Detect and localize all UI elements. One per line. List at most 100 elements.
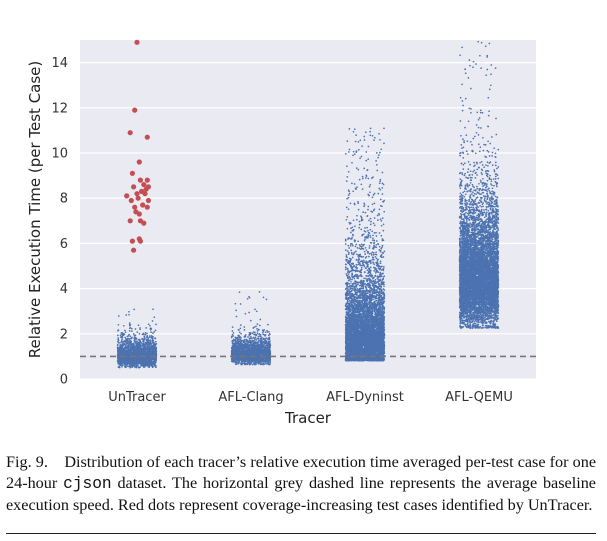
data-point bbox=[237, 345, 239, 347]
data-point bbox=[237, 362, 240, 365]
data-point bbox=[137, 342, 139, 344]
data-point bbox=[121, 332, 124, 334]
data-point bbox=[266, 357, 269, 360]
data-point bbox=[139, 345, 141, 347]
data-point bbox=[155, 350, 158, 353]
data-point bbox=[149, 328, 152, 331]
data-point bbox=[154, 361, 157, 364]
data-point bbox=[155, 340, 157, 343]
data-point bbox=[126, 346, 128, 349]
data-point bbox=[258, 347, 260, 350]
data-point bbox=[135, 338, 137, 340]
data-point bbox=[381, 244, 384, 247]
data-point bbox=[141, 338, 144, 340]
data-point bbox=[249, 349, 252, 352]
data-point bbox=[123, 352, 126, 355]
data-point bbox=[245, 343, 247, 346]
data-point bbox=[378, 132, 380, 135]
data-point bbox=[258, 291, 261, 293]
data-point bbox=[239, 327, 242, 330]
data-point bbox=[137, 324, 140, 327]
data-point bbox=[146, 345, 149, 348]
data-point bbox=[245, 346, 247, 348]
data-point bbox=[263, 333, 265, 336]
data-point bbox=[250, 335, 252, 338]
data-point bbox=[266, 329, 268, 332]
data-point bbox=[269, 351, 272, 354]
data-point bbox=[129, 335, 132, 338]
data-point bbox=[152, 340, 155, 342]
data-point bbox=[134, 328, 137, 330]
data-point bbox=[151, 357, 154, 359]
data-point bbox=[247, 336, 249, 338]
data-point bbox=[247, 355, 250, 357]
data-point bbox=[246, 362, 249, 365]
data-point bbox=[144, 332, 147, 334]
data-point bbox=[249, 363, 252, 365]
data-point bbox=[148, 335, 151, 337]
data-point bbox=[150, 336, 153, 339]
data-point bbox=[150, 342, 153, 345]
data-point bbox=[128, 330, 131, 332]
data-point bbox=[125, 342, 128, 344]
data-point bbox=[264, 333, 267, 336]
data-point bbox=[117, 323, 120, 326]
data-point bbox=[155, 323, 157, 326]
data-point bbox=[256, 327, 258, 330]
data-point bbox=[128, 349, 131, 352]
data-point bbox=[256, 332, 259, 334]
data-point bbox=[130, 349, 133, 351]
data-point bbox=[133, 308, 135, 311]
data-point bbox=[268, 343, 271, 346]
series-points bbox=[116, 308, 158, 369]
data-point bbox=[145, 336, 148, 339]
data-point bbox=[121, 348, 124, 351]
data-point bbox=[267, 337, 270, 340]
data-point bbox=[150, 331, 152, 333]
data-point bbox=[121, 336, 124, 339]
data-point bbox=[267, 355, 269, 358]
data-point bbox=[131, 336, 133, 339]
data-point bbox=[239, 303, 242, 305]
data-point bbox=[125, 356, 128, 358]
data-point bbox=[139, 351, 142, 353]
data-point bbox=[265, 348, 268, 351]
data-point bbox=[260, 348, 263, 351]
data-point bbox=[378, 208, 381, 211]
data-point bbox=[259, 318, 262, 321]
data-point bbox=[118, 366, 121, 369]
data-point bbox=[153, 331, 156, 333]
data-point bbox=[131, 358, 134, 360]
data-point bbox=[352, 130, 355, 133]
data-point bbox=[134, 334, 136, 337]
data-point bbox=[139, 340, 142, 343]
data-point bbox=[254, 336, 257, 339]
data-point bbox=[231, 340, 234, 342]
data-point bbox=[263, 341, 266, 344]
data-point bbox=[148, 343, 150, 346]
data-point bbox=[128, 310, 130, 313]
data-point bbox=[117, 341, 120, 344]
data-point bbox=[141, 357, 143, 360]
data-point bbox=[258, 359, 261, 362]
data-point bbox=[248, 359, 251, 362]
data-point bbox=[266, 362, 269, 364]
data-point bbox=[152, 352, 155, 355]
data-point bbox=[154, 359, 156, 362]
data-point bbox=[151, 363, 154, 366]
data-point bbox=[129, 363, 132, 365]
data-point bbox=[128, 322, 131, 324]
data-point bbox=[238, 357, 240, 360]
data-point bbox=[269, 340, 271, 342]
data-point bbox=[127, 353, 130, 356]
data-point bbox=[231, 360, 233, 362]
data-point bbox=[242, 351, 244, 354]
data-point bbox=[244, 353, 246, 355]
data-point bbox=[243, 341, 245, 343]
data-point bbox=[250, 352, 253, 355]
data-point bbox=[253, 358, 256, 361]
data-point bbox=[268, 357, 271, 360]
data-point bbox=[265, 359, 268, 362]
data-point bbox=[251, 363, 254, 366]
data-point bbox=[351, 161, 353, 164]
